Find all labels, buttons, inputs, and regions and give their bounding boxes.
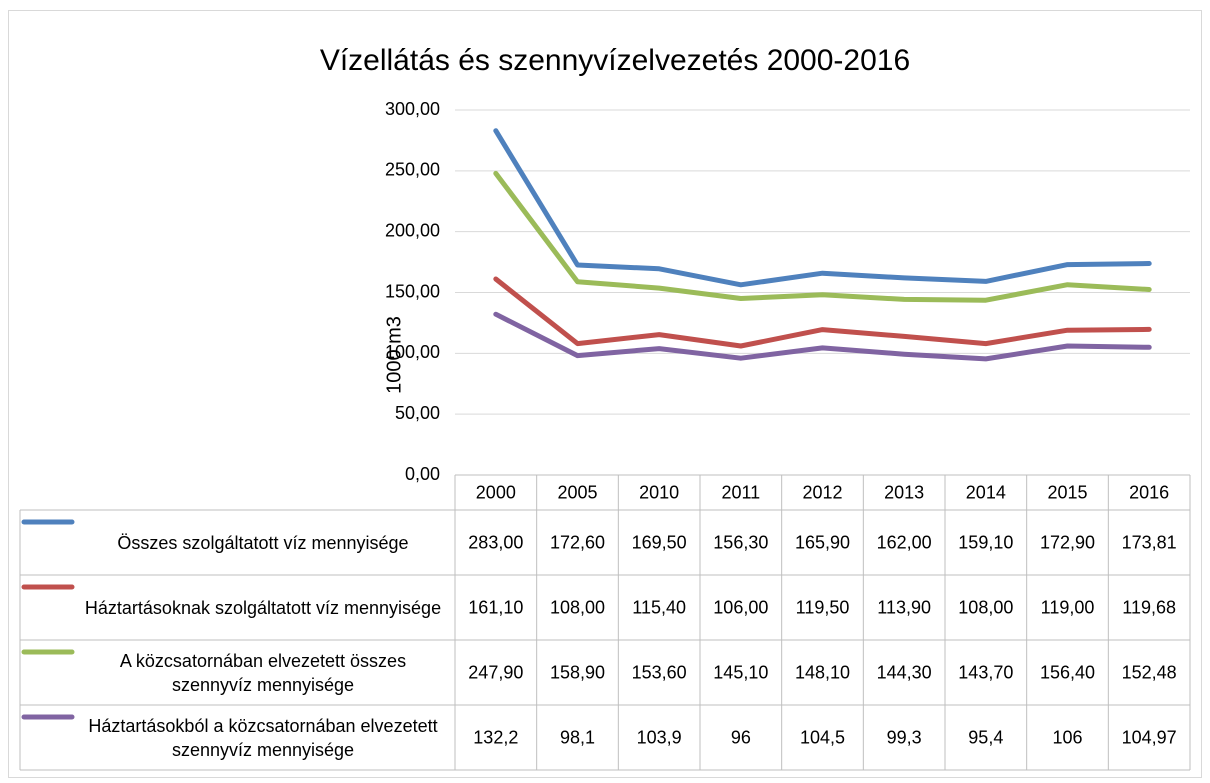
x-tick-label: 2010 <box>639 482 679 502</box>
y-axis-label: 1000 m3 <box>383 316 405 394</box>
table-value: 143,70 <box>958 662 1013 682</box>
table-value: 119,00 <box>1041 597 1095 617</box>
chart-border <box>8 10 1202 778</box>
table-value: 148,10 <box>795 662 850 682</box>
table-value: 119,50 <box>796 597 850 617</box>
y-tick-label: 250,00 <box>385 160 440 180</box>
table-value: 95,4 <box>968 727 1003 747</box>
table-value: 152,48 <box>1122 662 1177 682</box>
table-value: 98,1 <box>560 727 595 747</box>
series-line <box>493 170 1152 303</box>
chart-title: Vízellátás és szennyvízelvezetés 2000-20… <box>320 44 910 77</box>
table-value: 96 <box>731 727 751 747</box>
table-value: 173,81 <box>1122 532 1177 552</box>
table-value: 169,50 <box>632 532 687 552</box>
table-value: 106 <box>1052 727 1082 747</box>
x-tick-label: 2015 <box>1047 482 1087 502</box>
series-line <box>493 311 1152 362</box>
table-value: 158,90 <box>550 662 605 682</box>
table-value: 172,60 <box>550 532 605 552</box>
legend-label: Háztartásokból a közcsatornában elvezete… <box>88 715 438 760</box>
y-tick-label: 50,00 <box>395 403 440 423</box>
table-value: 106,00 <box>713 597 768 617</box>
table-value: 156,40 <box>1040 662 1095 682</box>
x-tick-label: 2014 <box>966 482 1006 502</box>
table-value: 162,00 <box>877 532 932 552</box>
x-tick-label: 2013 <box>884 482 924 502</box>
x-tick-label: 2012 <box>802 482 842 502</box>
table-value: 172,90 <box>1040 532 1095 552</box>
table-value: 104,97 <box>1122 727 1177 747</box>
table-value: 99,3 <box>887 727 922 747</box>
table-value: 132,2 <box>473 727 518 747</box>
table-value: 153,60 <box>632 662 687 682</box>
legend-label: Összes szolgáltatott víz mennyisége <box>117 532 409 553</box>
y-tick-label: 150,00 <box>385 281 440 301</box>
table-value: 103,9 <box>637 727 682 747</box>
x-tick-label: 2000 <box>476 482 516 502</box>
legend-label: A közcsatornában elvezetett összes szenn… <box>119 650 407 695</box>
y-tick-label: 300,00 <box>385 99 440 119</box>
table-value: 159,10 <box>958 532 1013 552</box>
y-tick-label: 0,00 <box>405 464 440 484</box>
y-tick-label: 200,00 <box>385 220 440 240</box>
table-value: 108,00 <box>958 597 1013 617</box>
x-tick-label: 2011 <box>721 482 760 502</box>
table-value: 119,68 <box>1122 597 1176 617</box>
y-tick-label: 100,00 <box>385 342 440 362</box>
series-line <box>493 128 1152 288</box>
table-value: 144,30 <box>877 662 932 682</box>
x-tick-label: 2016 <box>1129 482 1169 502</box>
table-value: 113,90 <box>877 597 931 617</box>
table-value: 161,10 <box>468 597 523 617</box>
legend-label: Háztartásoknak szolgáltatott víz mennyis… <box>84 597 442 618</box>
x-tick-label: 2005 <box>557 482 597 502</box>
table-value: 156,30 <box>713 532 768 552</box>
table-value: 165,90 <box>795 532 850 552</box>
table-value: 145,10 <box>713 662 768 682</box>
table-value: 108,00 <box>550 597 605 617</box>
table-value: 283,00 <box>468 532 523 552</box>
table-value: 104,5 <box>800 727 845 747</box>
series-line <box>493 276 1152 349</box>
table-value: 247,90 <box>468 662 523 682</box>
table-value: 115,40 <box>632 597 686 617</box>
